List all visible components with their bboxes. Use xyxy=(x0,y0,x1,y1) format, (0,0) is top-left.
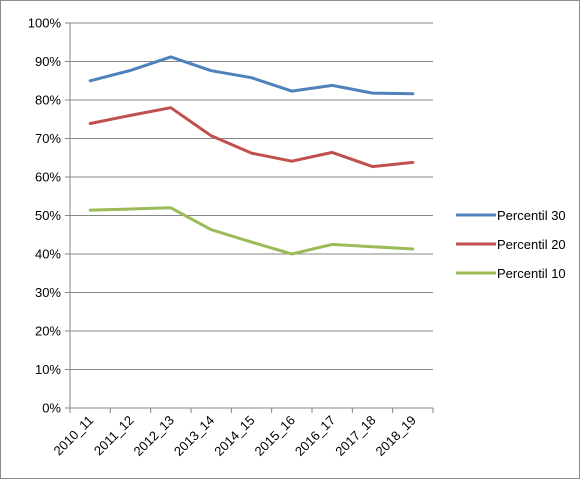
x-tick-label: 2015_16 xyxy=(252,413,298,459)
x-tick-label: 2013_14 xyxy=(171,413,217,459)
legend: Percentil 30 Percentil 20 Percentil 10 xyxy=(456,208,566,281)
legend-label: Percentil 30 xyxy=(497,208,566,223)
y-tick-label: 80% xyxy=(35,93,61,108)
x-tick-label: 2011_12 xyxy=(91,413,137,459)
x-axis-ticks: 2010_112011_122012_132013_142014_152015_… xyxy=(51,408,434,459)
x-tick-label: 2018_19 xyxy=(373,413,419,459)
y-tick-label: 20% xyxy=(35,324,61,339)
y-tick-label: 50% xyxy=(35,208,61,223)
y-tick-label: 90% xyxy=(35,54,61,69)
y-tick-label: 40% xyxy=(35,247,61,262)
y-tick-label: 70% xyxy=(35,131,61,146)
x-tick-label: 2017_18 xyxy=(332,413,378,459)
y-tick-label: 100% xyxy=(28,16,62,31)
series-lines xyxy=(88,55,415,256)
x-tick-label: 2010_11 xyxy=(51,413,97,459)
x-tick-label: 2016_17 xyxy=(292,413,338,459)
series-line xyxy=(88,206,415,256)
y-tick-label: 0% xyxy=(42,401,61,416)
legend-label: Percentil 10 xyxy=(497,266,566,281)
gridlines xyxy=(70,22,433,370)
series-line xyxy=(88,55,415,96)
legend-label: Percentil 20 xyxy=(497,237,566,252)
series-line xyxy=(88,106,415,169)
x-tick-label: 2012_13 xyxy=(131,413,177,459)
x-tick-label: 2014_15 xyxy=(211,413,257,459)
y-axis-ticks: 0% 10% 20% 30% 40% 50% 60% 70% 80% 90% 100% xyxy=(28,16,70,416)
y-tick-label: 30% xyxy=(35,285,61,300)
y-tick-label: 10% xyxy=(35,362,61,377)
y-tick-label: 60% xyxy=(35,170,61,185)
